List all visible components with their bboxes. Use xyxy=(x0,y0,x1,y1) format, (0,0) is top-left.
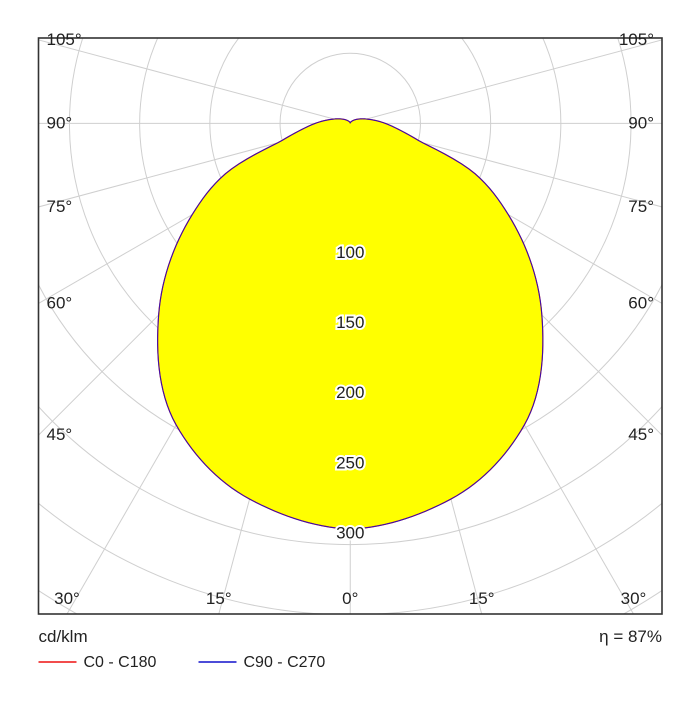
svg-text:C90 - C270: C90 - C270 xyxy=(244,654,326,671)
svg-text:105°: 105° xyxy=(619,30,654,49)
svg-text:90°: 90° xyxy=(628,113,654,132)
svg-text:η = 87%: η = 87% xyxy=(599,627,662,646)
svg-text:60°: 60° xyxy=(628,293,654,312)
svg-text:45°: 45° xyxy=(47,425,73,444)
svg-text:300: 300 xyxy=(336,524,364,543)
svg-text:15°: 15° xyxy=(206,589,232,608)
svg-text:C0 - C180: C0 - C180 xyxy=(84,654,157,671)
svg-text:30°: 30° xyxy=(621,589,647,608)
svg-text:60°: 60° xyxy=(47,293,73,312)
svg-text:45°: 45° xyxy=(628,425,654,444)
svg-text:0°: 0° xyxy=(342,589,358,608)
svg-text:100: 100 xyxy=(336,243,364,262)
svg-text:30°: 30° xyxy=(54,589,80,608)
svg-text:75°: 75° xyxy=(628,197,654,216)
svg-text:75°: 75° xyxy=(47,197,73,216)
svg-text:15°: 15° xyxy=(469,589,495,608)
svg-text:105°: 105° xyxy=(47,30,82,49)
svg-text:150: 150 xyxy=(336,313,364,332)
svg-text:90°: 90° xyxy=(47,113,73,132)
svg-text:200: 200 xyxy=(336,383,364,402)
svg-text:cd/klm: cd/klm xyxy=(39,627,88,646)
svg-text:250: 250 xyxy=(336,453,364,472)
